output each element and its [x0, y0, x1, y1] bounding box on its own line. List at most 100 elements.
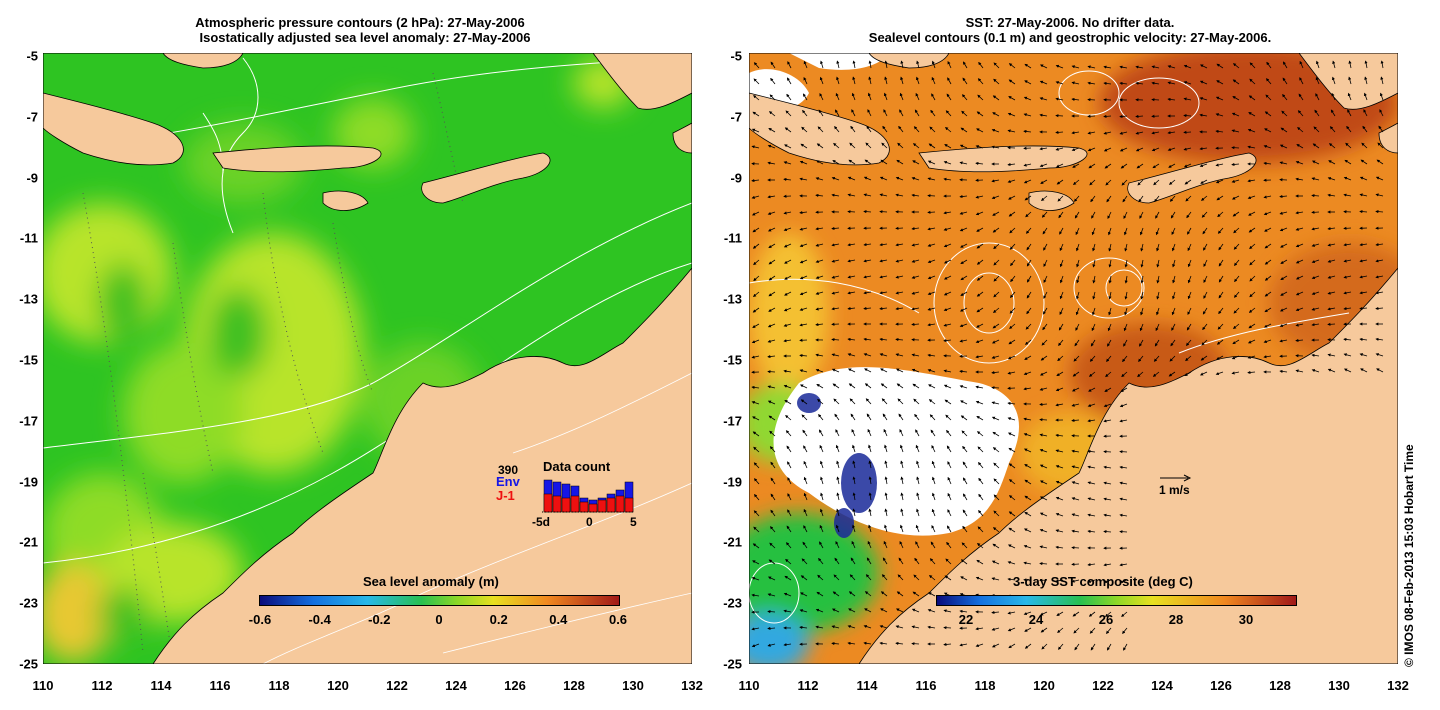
velocity-arrow: [849, 142, 856, 149]
velocity-arrow: [1248, 112, 1256, 117]
velocity-arrow: [848, 383, 856, 389]
velocity-arrow: [1280, 243, 1288, 248]
j1-count-bar: [570, 495, 580, 513]
velocity-arrow: [1247, 128, 1256, 133]
axis-tick-label: 112: [797, 678, 819, 693]
velocity-arrow: [1218, 275, 1224, 283]
velocity-arrow: [1124, 291, 1128, 300]
velocity-arrow: [751, 128, 760, 133]
velocity-arrow: [1007, 561, 1016, 565]
velocity-arrow: [899, 540, 904, 549]
velocity-arrow: [864, 608, 872, 613]
velocity-arrow: [831, 353, 840, 357]
velocity-arrow: [1090, 195, 1096, 203]
velocity-arrow: [817, 398, 824, 405]
velocity-arrow: [1039, 448, 1048, 453]
velocity-arrow: [815, 193, 824, 198]
velocity-arrow: [1263, 211, 1272, 216]
velocity-arrow: [799, 275, 808, 280]
velocity-arrow: [1199, 64, 1208, 69]
velocity-arrow: [1375, 259, 1384, 263]
velocity-arrow: [867, 92, 872, 101]
velocity-arrow: [962, 525, 968, 533]
left-title-line2: Isostatically adjusted sea level anomaly…: [199, 30, 531, 45]
velocity-arrow: [1343, 275, 1352, 279]
velocity-arrow: [863, 176, 872, 181]
velocity-arrow: [1184, 371, 1192, 377]
velocity-arrow: [1122, 195, 1128, 203]
velocity-arrow: [864, 159, 872, 165]
velocity-arrow: [1039, 480, 1048, 485]
velocity-arrow: [799, 323, 808, 327]
velocity-arrow: [1376, 159, 1384, 165]
velocity-arrow: [913, 398, 920, 405]
velocity-arrow: [1139, 323, 1144, 332]
velocity-arrow: [767, 211, 776, 215]
velocity-arrow: [1088, 611, 1096, 617]
velocity-arrow: [784, 399, 792, 405]
velocity-arrow: [1024, 355, 1032, 360]
velocity-arrow: [978, 61, 984, 69]
velocity-arrow: [992, 323, 1000, 329]
velocity-arrow: [1059, 307, 1064, 316]
velocity-arrow: [1072, 179, 1080, 186]
velocity-arrow: [1311, 227, 1320, 231]
velocity-arrow: [1075, 307, 1080, 316]
velocity-arrow: [1076, 259, 1080, 268]
velocity-arrow: [800, 575, 808, 581]
velocity-arrow: [992, 431, 1000, 437]
velocity-arrow: [1039, 611, 1048, 616]
velocity-arrow: [784, 575, 792, 581]
velocity-arrow: [959, 144, 968, 149]
velocity-arrow: [976, 128, 984, 133]
velocity-arrow: [977, 78, 984, 85]
velocity-arrow: [960, 243, 968, 248]
velocity-arrow: [1281, 110, 1288, 117]
velocity-arrow: [1119, 579, 1128, 584]
velocity-arrow: [831, 338, 840, 342]
velocity-arrow: [1155, 323, 1160, 332]
velocity-arrow: [1311, 160, 1320, 165]
velocity-arrow: [867, 109, 872, 117]
axis-tick-label: 122: [386, 678, 408, 693]
velocity-arrow: [1057, 195, 1064, 202]
velocity-arrow: [847, 176, 856, 181]
velocity-arrow: [976, 559, 984, 565]
velocity-arrow: [768, 415, 776, 421]
axis-tick-label: -13: [19, 291, 38, 307]
inset-series-env: Env: [496, 474, 520, 489]
velocity-arrow: [785, 430, 792, 437]
velocity-arrow: [848, 608, 856, 613]
velocity-arrow: [801, 126, 808, 133]
velocity-arrow: [1264, 259, 1272, 265]
velocity-arrow: [1295, 227, 1304, 231]
velocity-arrow: [915, 524, 920, 533]
velocity-arrow: [783, 592, 792, 597]
velocity-arrow: [1108, 291, 1112, 300]
velocity-arrow: [1007, 611, 1016, 615]
velocity-arrow: [1091, 323, 1096, 332]
velocity-arrow: [1266, 61, 1272, 69]
velocity-arrow: [1135, 131, 1144, 135]
velocity-scale-label: 1 m/s: [1159, 483, 1190, 497]
velocity-arrow: [850, 413, 856, 421]
velocity-arrow: [815, 608, 824, 613]
velocity-arrow: [1327, 307, 1336, 311]
velocity-arrow: [1008, 339, 1016, 345]
velocity-arrow: [1120, 387, 1128, 393]
velocity-arrow: [849, 398, 856, 405]
velocity-arrow: [1295, 243, 1304, 248]
velocity-arrow: [1151, 131, 1160, 135]
velocity-arrow: [895, 337, 904, 342]
colorbar-tick-label: 22: [958, 612, 974, 627]
velocity-arrow: [819, 92, 824, 101]
velocity-arrow: [943, 291, 952, 296]
velocity-arrow: [1183, 147, 1192, 151]
velocity-arrow: [863, 625, 872, 629]
dotted-contours: [82, 72, 464, 664]
velocity-arrow: [943, 307, 952, 312]
velocity-arrow: [1152, 371, 1160, 377]
velocity-arrow: [1249, 275, 1256, 282]
velocity-arrow: [1183, 130, 1192, 134]
axis-tick-label: -9: [26, 170, 38, 186]
